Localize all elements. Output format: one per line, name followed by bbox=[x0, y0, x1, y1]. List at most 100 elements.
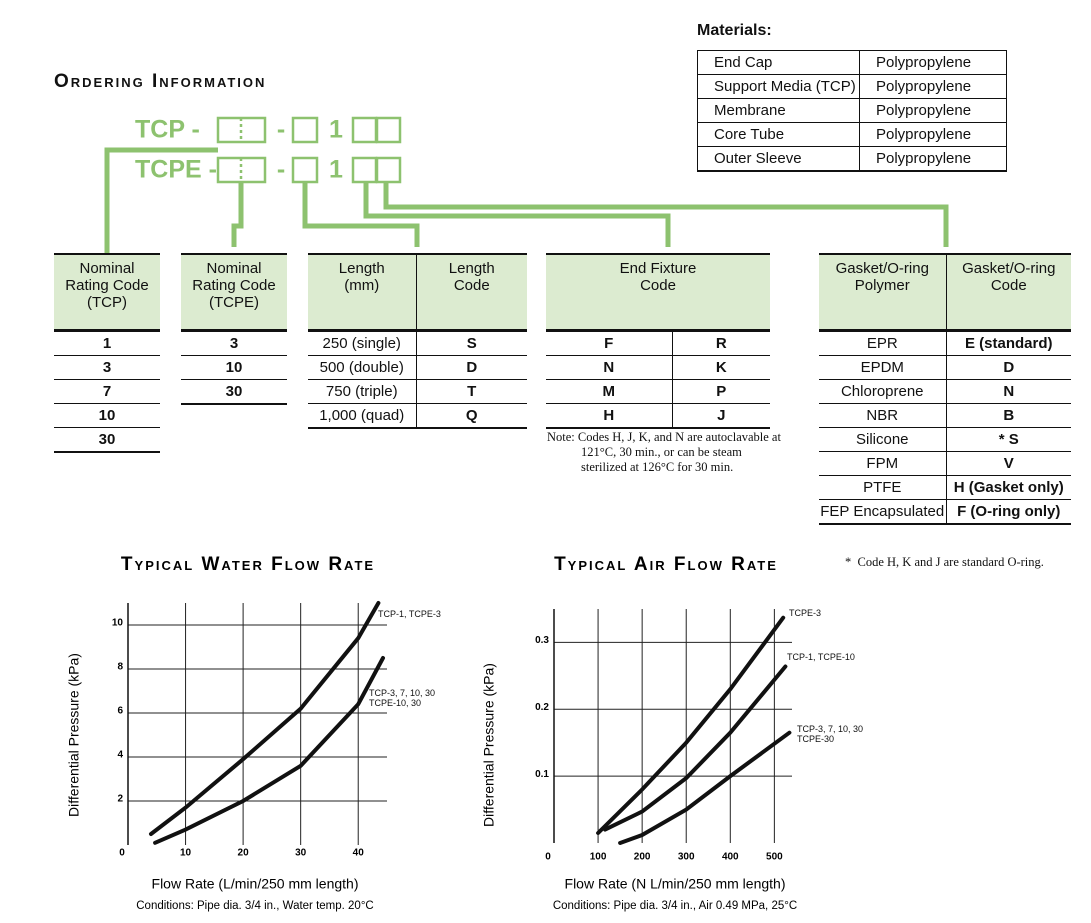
table-cell: EPDM bbox=[819, 355, 946, 380]
table-cell: P bbox=[671, 379, 771, 404]
table-cell: 250 (single) bbox=[308, 330, 416, 356]
code-box bbox=[351, 156, 378, 184]
header-cell: Gasket/O-ring Polymer bbox=[819, 253, 946, 332]
table-row: 7 bbox=[54, 379, 160, 404]
table-head: Nominal Rating Code (TCPE) bbox=[181, 253, 287, 332]
table-cell: N bbox=[546, 355, 672, 380]
table-cell: 1,000 (quad) bbox=[308, 403, 416, 429]
x-tick-label: 10 bbox=[180, 848, 192, 859]
x-tick-label: 400 bbox=[722, 852, 739, 863]
table-cell: 750 (triple) bbox=[308, 379, 416, 404]
table-row: 30 bbox=[181, 379, 287, 405]
table-row: 3 bbox=[54, 355, 160, 380]
ordering-title: Ordering Information bbox=[54, 71, 267, 92]
header-row: End Fixture Code bbox=[546, 253, 771, 332]
table-cell: B bbox=[945, 403, 1071, 428]
chart-conditions: Conditions: Pipe dia. 3/4 in., Water tem… bbox=[136, 900, 374, 912]
table-cell: E (standard) bbox=[945, 330, 1071, 356]
header-cell: End Fixture Code bbox=[546, 253, 771, 332]
code-box bbox=[291, 156, 319, 184]
code-box bbox=[351, 116, 378, 144]
materials-cell: Outer Sleeve bbox=[697, 146, 860, 172]
table-row: Chloroprene N bbox=[819, 379, 1071, 404]
x-tick-label: 40 bbox=[353, 848, 365, 859]
curve-label: TCP-3, 7, 10, 30 TCPE-10, 30 bbox=[369, 688, 436, 708]
x-tick-label: 0 bbox=[119, 848, 125, 859]
table-cell: D bbox=[945, 355, 1071, 380]
materials-cell: Core Tube bbox=[697, 122, 860, 147]
table-body: 1 3 7 10 30 bbox=[54, 330, 160, 453]
table-cell: F bbox=[546, 330, 672, 356]
curve bbox=[596, 615, 786, 835]
code-table: Nominal Rating Code (TCPE) 3 10 30 bbox=[181, 253, 287, 405]
y-tick-label: 0.2 bbox=[535, 702, 549, 713]
table-cell: * S bbox=[945, 427, 1071, 452]
table-cell: NBR bbox=[819, 403, 946, 428]
materials-row: Core Tube Polypropylene bbox=[697, 122, 1007, 147]
table-row: FPM V bbox=[819, 451, 1071, 476]
table-footnote: * Code H, K and J are standard O-ring. bbox=[845, 555, 1044, 569]
materials-row: End Cap Polypropylene bbox=[697, 50, 1007, 75]
y-tick-label: 6 bbox=[117, 706, 123, 717]
table-cell: FPM bbox=[819, 451, 946, 476]
table-row: EPR E (standard) bbox=[819, 330, 1071, 356]
table-note: Note: Codes H, J, K, and N are autoclava… bbox=[547, 430, 781, 474]
y-tick-label: 2 bbox=[117, 794, 123, 805]
header-cell: Length (mm) bbox=[308, 253, 416, 332]
code-prefix: TCPE - bbox=[135, 156, 217, 184]
header-cell: Nominal Rating Code (TCP) bbox=[54, 253, 160, 332]
materials-title: Materials: bbox=[697, 22, 772, 39]
code-connectors bbox=[104, 147, 949, 253]
y-tick-label: 10 bbox=[112, 618, 124, 629]
table-cell: V bbox=[945, 451, 1071, 476]
table-head: Length (mm) Length Code bbox=[308, 253, 527, 332]
y-tick-label: 8 bbox=[117, 662, 123, 673]
header-row: Length (mm) Length Code bbox=[308, 253, 527, 332]
y-tick-label: 0.3 bbox=[535, 635, 549, 646]
table-row: 250 (single) S bbox=[308, 330, 527, 356]
table-cell: 10 bbox=[54, 403, 160, 428]
table-row: 1 bbox=[54, 330, 160, 356]
table-cell: K bbox=[671, 355, 771, 380]
materials-cell: Polypropylene bbox=[859, 74, 1007, 99]
connector bbox=[363, 182, 671, 247]
table-cell: PTFE bbox=[819, 475, 946, 500]
connector bbox=[383, 182, 949, 247]
code-table: Length (mm) Length Code 250 (single) S 500 (… bbox=[308, 253, 527, 429]
table-row: 1,000 (quad) Q bbox=[308, 403, 527, 429]
table-cell: M bbox=[546, 379, 672, 404]
code-text: TCP - - 1 TCPE - - 1 bbox=[135, 116, 343, 184]
code-table: Nominal Rating Code (TCP) 1 3 7 10 30 bbox=[54, 253, 160, 453]
y-axis-label: Differential Pressure (kPa) bbox=[66, 653, 82, 817]
x-tick-label: 0 bbox=[545, 852, 551, 863]
materials-row: Support Media (TCP) Polypropylene bbox=[697, 74, 1007, 99]
x-tick-label: 500 bbox=[766, 852, 783, 863]
y-tick-label: 0.1 bbox=[535, 769, 549, 780]
table-row: NBR B bbox=[819, 403, 1071, 428]
materials-cell: Polypropylene bbox=[859, 122, 1007, 147]
code-box bbox=[375, 156, 402, 184]
table-cell: S bbox=[415, 330, 527, 356]
code-sep: - bbox=[277, 116, 285, 144]
curve bbox=[603, 664, 788, 832]
curve-label: TCP-1, TCPE-3 bbox=[378, 609, 441, 619]
materials-body: End Cap Polypropylene Support Media (TCP) P… bbox=[697, 50, 1007, 172]
table-cell: 7 bbox=[54, 379, 160, 404]
code-table: End Fixture Code F R N K M P H J bbox=[546, 253, 771, 429]
code-sep: - bbox=[277, 156, 285, 184]
table-cell: H bbox=[546, 403, 672, 429]
table-cell: Q bbox=[415, 403, 527, 429]
table-cell: FEP Encapsulated bbox=[819, 499, 946, 525]
y-tick-label: 4 bbox=[117, 750, 123, 761]
table-cell: 30 bbox=[181, 379, 287, 405]
header-row: Gasket/O-ring Polymer Gasket/O-ring Code bbox=[819, 253, 1071, 332]
table-head: End Fixture Code bbox=[546, 253, 771, 332]
code-box bbox=[291, 116, 319, 144]
table-cell: N bbox=[945, 379, 1071, 404]
table-row: PTFE H (Gasket only) bbox=[819, 475, 1071, 500]
code-box bbox=[375, 116, 402, 144]
table-cell: T bbox=[415, 379, 527, 404]
